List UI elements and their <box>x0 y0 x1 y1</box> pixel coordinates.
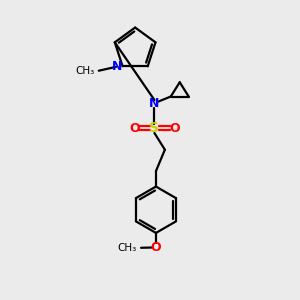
Text: O: O <box>169 122 180 135</box>
Text: CH₃: CH₃ <box>117 243 136 253</box>
Text: O: O <box>151 241 161 254</box>
Text: S: S <box>149 121 160 135</box>
Text: CH₃: CH₃ <box>75 66 94 76</box>
Text: N: N <box>112 60 122 73</box>
Text: N: N <box>149 98 160 110</box>
Text: O: O <box>129 122 140 135</box>
